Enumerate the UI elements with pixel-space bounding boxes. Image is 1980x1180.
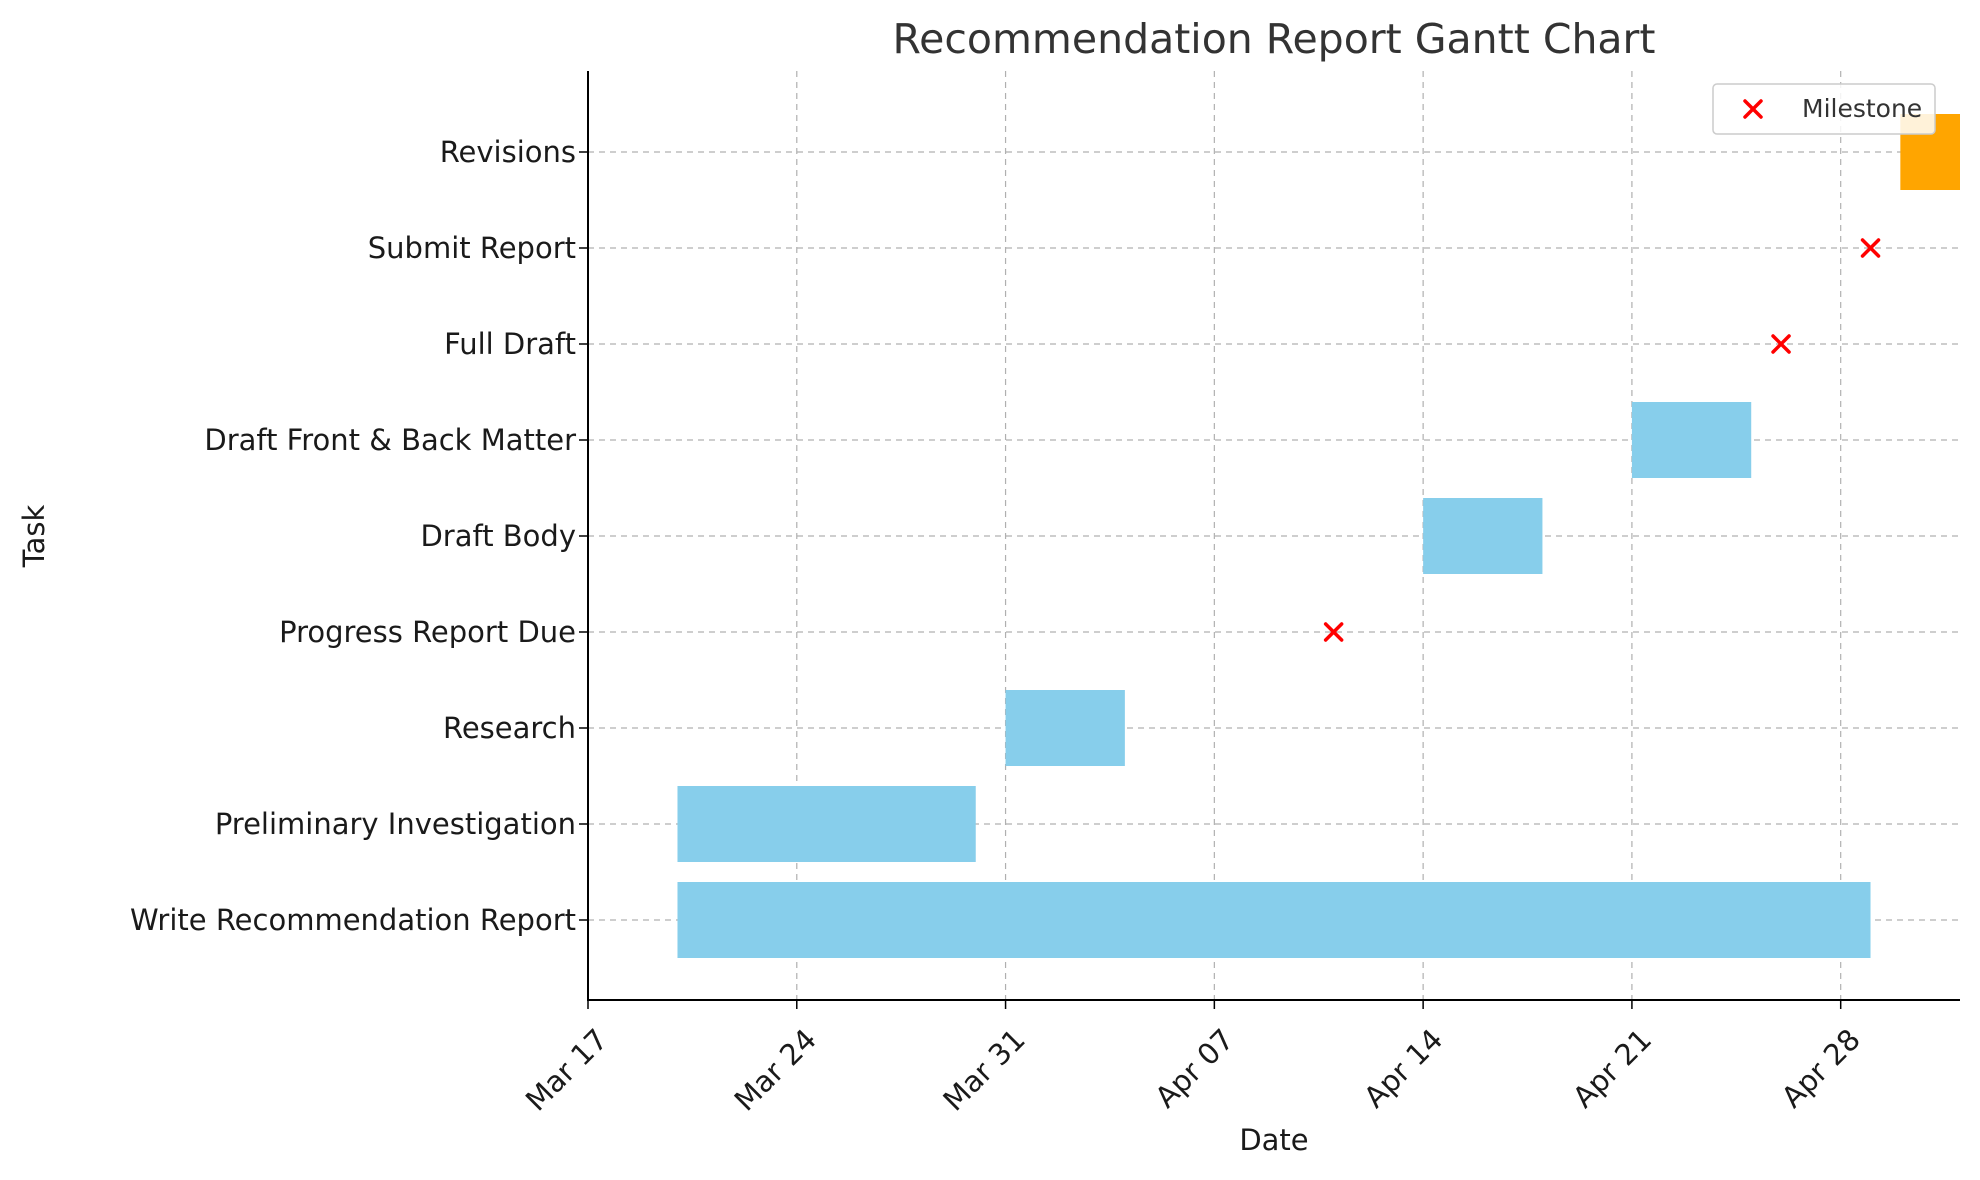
y-tick-label: Progress Report Due	[279, 615, 576, 649]
bar-research	[1005, 690, 1125, 766]
y-tick-label: Write Recommendation Report	[130, 903, 576, 937]
legend-milestone-marker	[1743, 99, 1763, 119]
x-tick-label: Mar 17	[519, 1022, 614, 1117]
legend-box	[1712, 83, 1936, 135]
axes	[579, 71, 1960, 1009]
y-tick-label: Preliminary Investigation	[215, 807, 576, 841]
y-axis-title: Task	[17, 505, 51, 569]
bar-write-recommendation-report	[677, 882, 1871, 958]
milestone-progress-report-due	[1323, 622, 1344, 642]
bar-preliminary-investigation	[677, 786, 976, 862]
bar-draft-body	[1423, 498, 1543, 574]
task-bars	[677, 114, 1960, 958]
legend-milestone-label: Milestone	[1802, 94, 1922, 123]
y-tick-label: Revisions	[440, 135, 576, 169]
y-tick-label: Draft Front & Back Matter	[204, 423, 576, 457]
y-tick-labels: Write Recommendation Report Preliminary I…	[130, 135, 576, 937]
x-tick-label: Mar 24	[728, 1022, 823, 1117]
x-tick-label: Mar 31	[936, 1022, 1031, 1117]
y-tick-label: Full Draft	[444, 327, 576, 361]
milestone-full-draft	[1771, 334, 1791, 354]
x-tick-label: Apr 21	[1566, 1022, 1658, 1114]
milestone-submit-report	[1860, 238, 1881, 258]
bar-draft-front-back-matter	[1631, 402, 1752, 478]
milestone-markers	[1323, 238, 1881, 642]
x-tick-label: Apr 28	[1775, 1022, 1867, 1114]
y-tick-label: Submit Report	[368, 231, 576, 265]
x-axis-title: Date	[1239, 1123, 1308, 1157]
legend-milestone-icon	[1743, 99, 1763, 119]
y-tick-label: Research	[443, 711, 576, 745]
chart-title: Recommendation Report Gantt Chart	[893, 15, 1656, 63]
y-tick-label: Draft Body	[420, 519, 576, 553]
x-tick-labels: Mar 17 Mar 24 Mar 31 Apr 07 Apr 14 Apr 21 Apr …	[519, 1022, 1867, 1117]
x-tick-label: Apr 07	[1148, 1022, 1240, 1114]
legend: Milestone	[1712, 83, 1936, 135]
x-tick-label: Apr 14	[1357, 1022, 1449, 1114]
